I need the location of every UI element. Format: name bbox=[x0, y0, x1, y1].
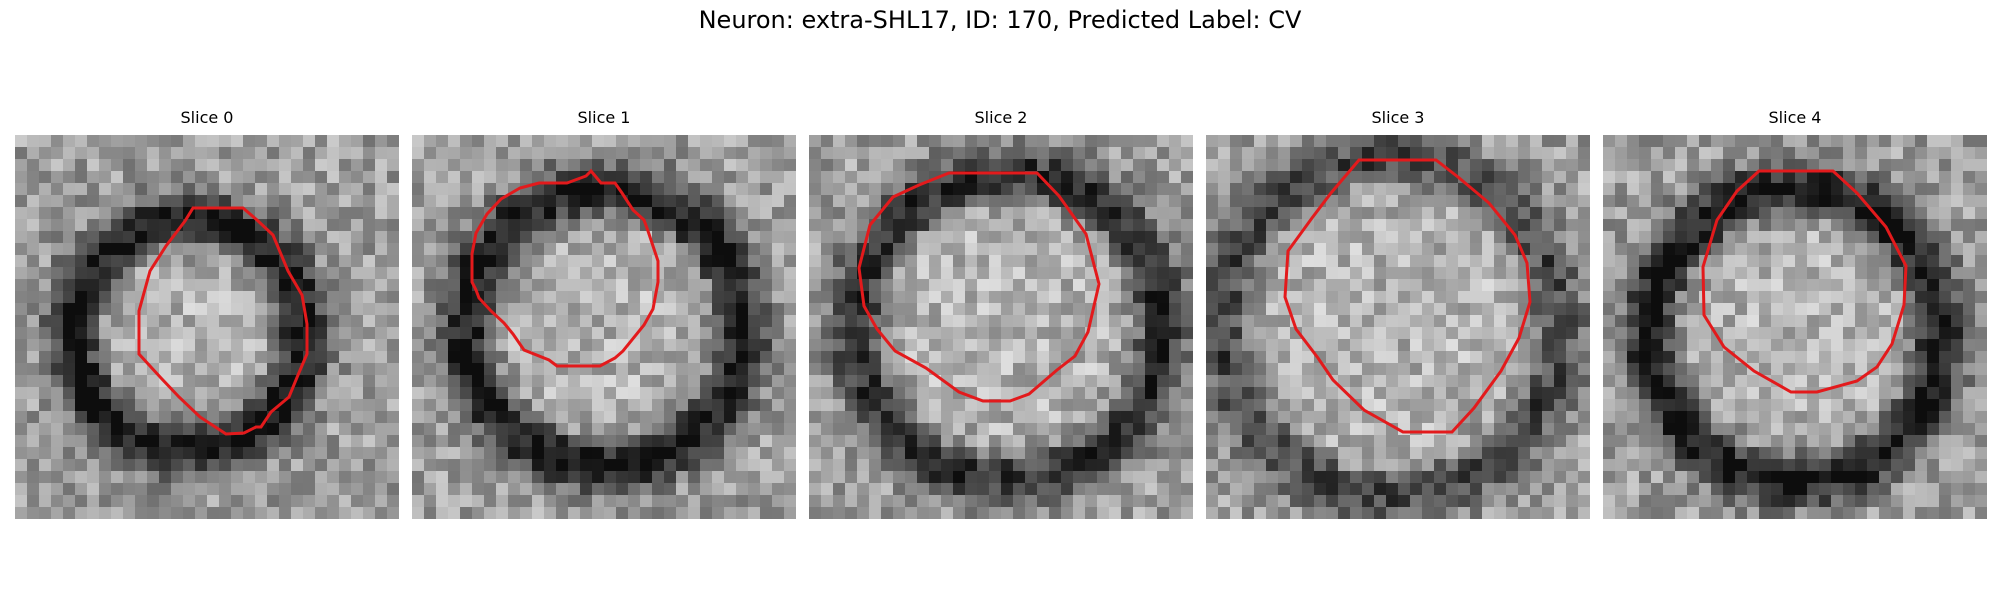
slice-contour-1 bbox=[470, 168, 660, 368]
slice-contour-0 bbox=[137, 206, 309, 436]
slice-panel-3: Slice 3 bbox=[1206, 108, 1590, 519]
slice-image-4 bbox=[1603, 135, 1987, 519]
slice-image-1 bbox=[412, 135, 796, 519]
slice-panel-1: Slice 1 bbox=[412, 108, 796, 519]
slice-contour-4 bbox=[1701, 169, 1908, 394]
slice-title-4: Slice 4 bbox=[1768, 108, 1822, 127]
slice-title-1: Slice 1 bbox=[577, 108, 631, 127]
slice-title-3: Slice 3 bbox=[1371, 108, 1425, 127]
slice-image-2 bbox=[809, 135, 1193, 519]
figure-title: Neuron: extra-SHL17, ID: 170, Predicted … bbox=[698, 6, 1302, 34]
slice-panel-2: Slice 2 bbox=[809, 108, 1193, 519]
slice-contour-2 bbox=[857, 171, 1101, 403]
slice-image-3 bbox=[1206, 135, 1590, 519]
slice-title-2: Slice 2 bbox=[974, 108, 1028, 127]
slice-title-0: Slice 0 bbox=[180, 108, 234, 127]
slice-contour-3 bbox=[1283, 158, 1532, 434]
slice-panel-4: Slice 4 bbox=[1603, 108, 1987, 519]
slice-panel-0: Slice 0 bbox=[15, 108, 399, 519]
slice-image-0 bbox=[15, 135, 399, 519]
